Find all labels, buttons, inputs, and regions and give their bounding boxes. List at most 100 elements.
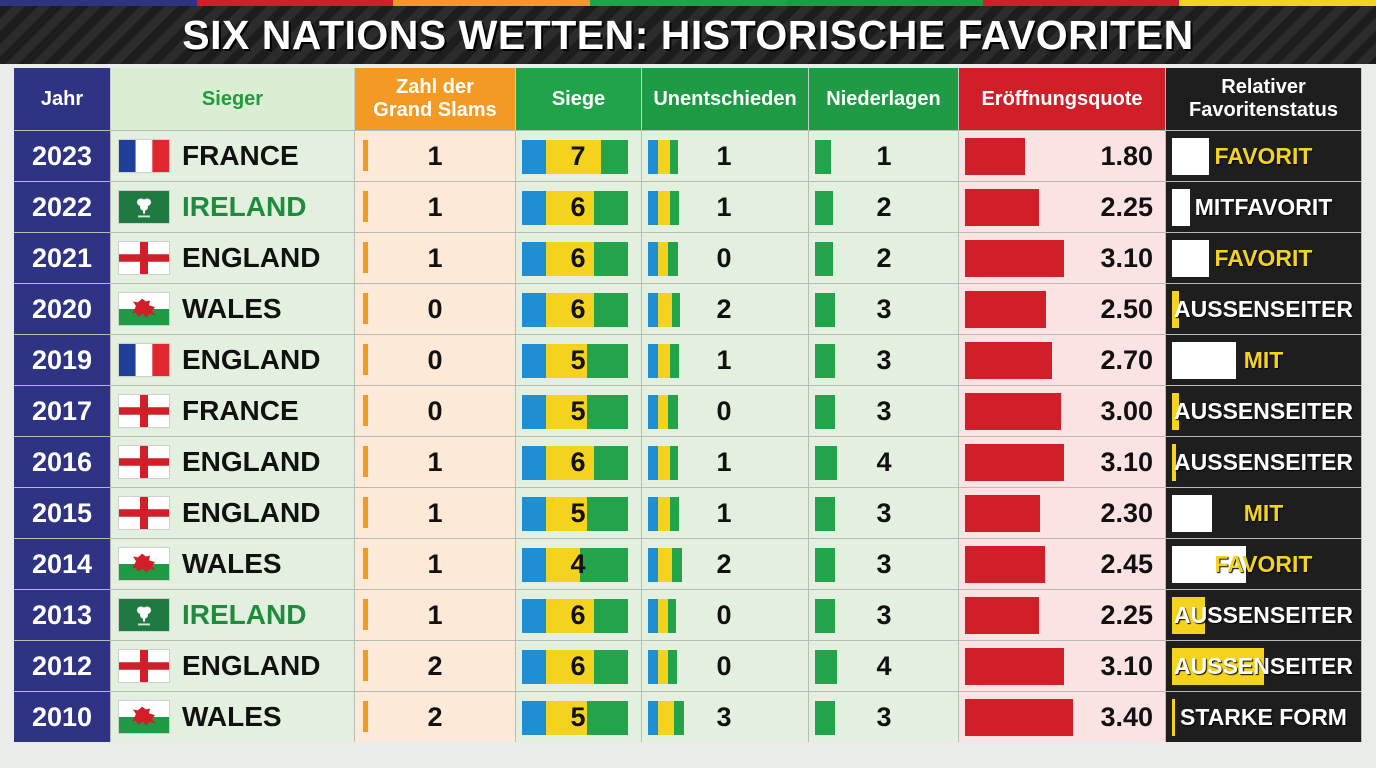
status-cell: FAVORIT [1166,539,1362,589]
table-row: 2017 FRANCE 0 5 0 3 3.00 AUSSENSEITER [14,385,1362,436]
losses-value: 3 [876,599,892,630]
winner-name: ENGLAND [182,497,321,528]
odds-cell: 3.10 [959,437,1166,487]
draws-bar-rest [670,344,679,378]
table-row: 2012 ENGLAND 2 6 0 4 3.10 AUSSENSEITER [14,640,1362,691]
status-cell: MIT [1166,335,1362,385]
wins-value: 6 [570,446,586,477]
header-sieger: Sieger [111,68,355,130]
draws-bar-base [648,242,658,276]
wales-flag-icon [118,547,170,581]
winner-cell: ENGLAND [111,233,355,283]
losses-value: 3 [876,701,892,732]
wins-bar [546,548,580,582]
draws-bar-base [648,446,658,480]
header-unentschieden: Unentschieden [642,68,809,130]
england-flag-icon [118,496,170,530]
draws-bar-base [648,497,658,531]
page-title: SIX NATIONS WETTEN: HISTORISCHE FAVORITE… [182,11,1194,58]
draws-bar-rest [672,293,680,327]
odds-bar [965,393,1061,430]
odds-cell: 3.40 [959,692,1166,742]
odds-value: 2.70 [1100,344,1153,375]
status-label: AUSSENSEITER [1174,397,1353,424]
wins-bar-base [522,140,546,174]
winner-cell: IRELAND [111,590,355,640]
status-bar [1172,342,1236,379]
table-row: 2023 FRANCE 1 7 1 1 1.80 FAVORIT [14,130,1362,181]
grand-slams-value: 1 [427,140,443,171]
table-row: 2015 ENGLAND 1 5 1 3 2.30 MIT [14,487,1362,538]
wins-cell: 6 [516,182,642,232]
draws-value: 1 [716,140,732,171]
wins-value: 5 [570,344,586,375]
draws-value: 1 [716,497,732,528]
status-cell: MIT [1166,488,1362,538]
table-row: 2020 WALES 0 6 2 3 2.50 AUSSENSEITER [14,283,1362,334]
status-label: STARKE FORM [1180,703,1347,730]
year-cell: 2010 [14,692,111,742]
table-row: 2019 ENGLAND 0 5 1 3 2.70 MIT [14,334,1362,385]
winner-cell: FRANCE [111,386,355,436]
losses-cell: 3 [809,488,959,538]
england-flag-icon [118,445,170,479]
status-cell: AUSSENSEITER [1166,284,1362,334]
wins-bar-rest [594,293,628,327]
odds-cell: 2.70 [959,335,1166,385]
draws-bar-base [648,191,658,225]
header-status-line1: Relativer [1221,76,1306,98]
draws-bar [658,446,670,480]
grand-slams-value: 1 [427,497,443,528]
status-bar [1172,648,1264,685]
draws-bar-base [648,650,658,684]
draws-cell: 1 [642,131,809,181]
grand-slams-value: 1 [427,599,443,630]
status-bar [1172,189,1190,226]
wins-bar-base [522,701,546,735]
losses-bar [815,191,833,225]
status-bar [1172,444,1176,481]
status-cell: AUSSENSEITER [1166,437,1362,487]
winner-name: ENGLAND [182,344,321,375]
wins-value: 6 [570,293,586,324]
wins-bar-rest [594,446,628,480]
losses-value: 3 [876,497,892,528]
draws-value: 0 [716,242,732,273]
wins-bar-rest [587,395,628,429]
year-cell: 2016 [14,437,111,487]
year-cell: 2023 [14,131,111,181]
losses-cell: 2 [809,233,959,283]
year-cell: 2022 [14,182,111,232]
table-row: 2013 IRELAND 1 6 0 3 2.25 AUSSENSEITER [14,589,1362,640]
odds-cell: 2.45 [959,539,1166,589]
odds-cell: 3.10 [959,233,1166,283]
odds-bar [965,342,1052,379]
status-cell: STARKE FORM [1166,692,1362,742]
status-bar [1172,546,1246,583]
draws-cell: 2 [642,284,809,334]
status-cell: FAVORIT [1166,131,1362,181]
grand-slams-value: 0 [427,344,443,375]
status-label: AUSSENSEITER [1174,601,1353,628]
grand-slams-value: 1 [427,191,443,222]
wins-bar-base [522,599,546,633]
draws-value: 0 [716,650,732,681]
draws-bar [658,293,672,327]
losses-bar [815,599,835,633]
odds-cell: 2.25 [959,590,1166,640]
draws-cell: 2 [642,539,809,589]
grand-slams-bar [363,293,368,324]
wins-bar [546,497,587,531]
wales-flag-icon [118,292,170,326]
wins-value: 5 [570,497,586,528]
winner-name: IRELAND [182,191,307,222]
grand-slams-bar [363,446,368,477]
header-grand-slams-line1: Zahl der [396,76,474,98]
table-row: 2010 WALES 2 5 3 3 3.40 STARKE FORM [14,691,1362,742]
draws-bar-base [648,701,658,735]
wins-cell: 5 [516,386,642,436]
status-cell: FAVORIT [1166,233,1362,283]
header-niederlagen: Niederlagen [809,68,959,130]
wins-cell: 5 [516,488,642,538]
losses-bar [815,395,835,429]
